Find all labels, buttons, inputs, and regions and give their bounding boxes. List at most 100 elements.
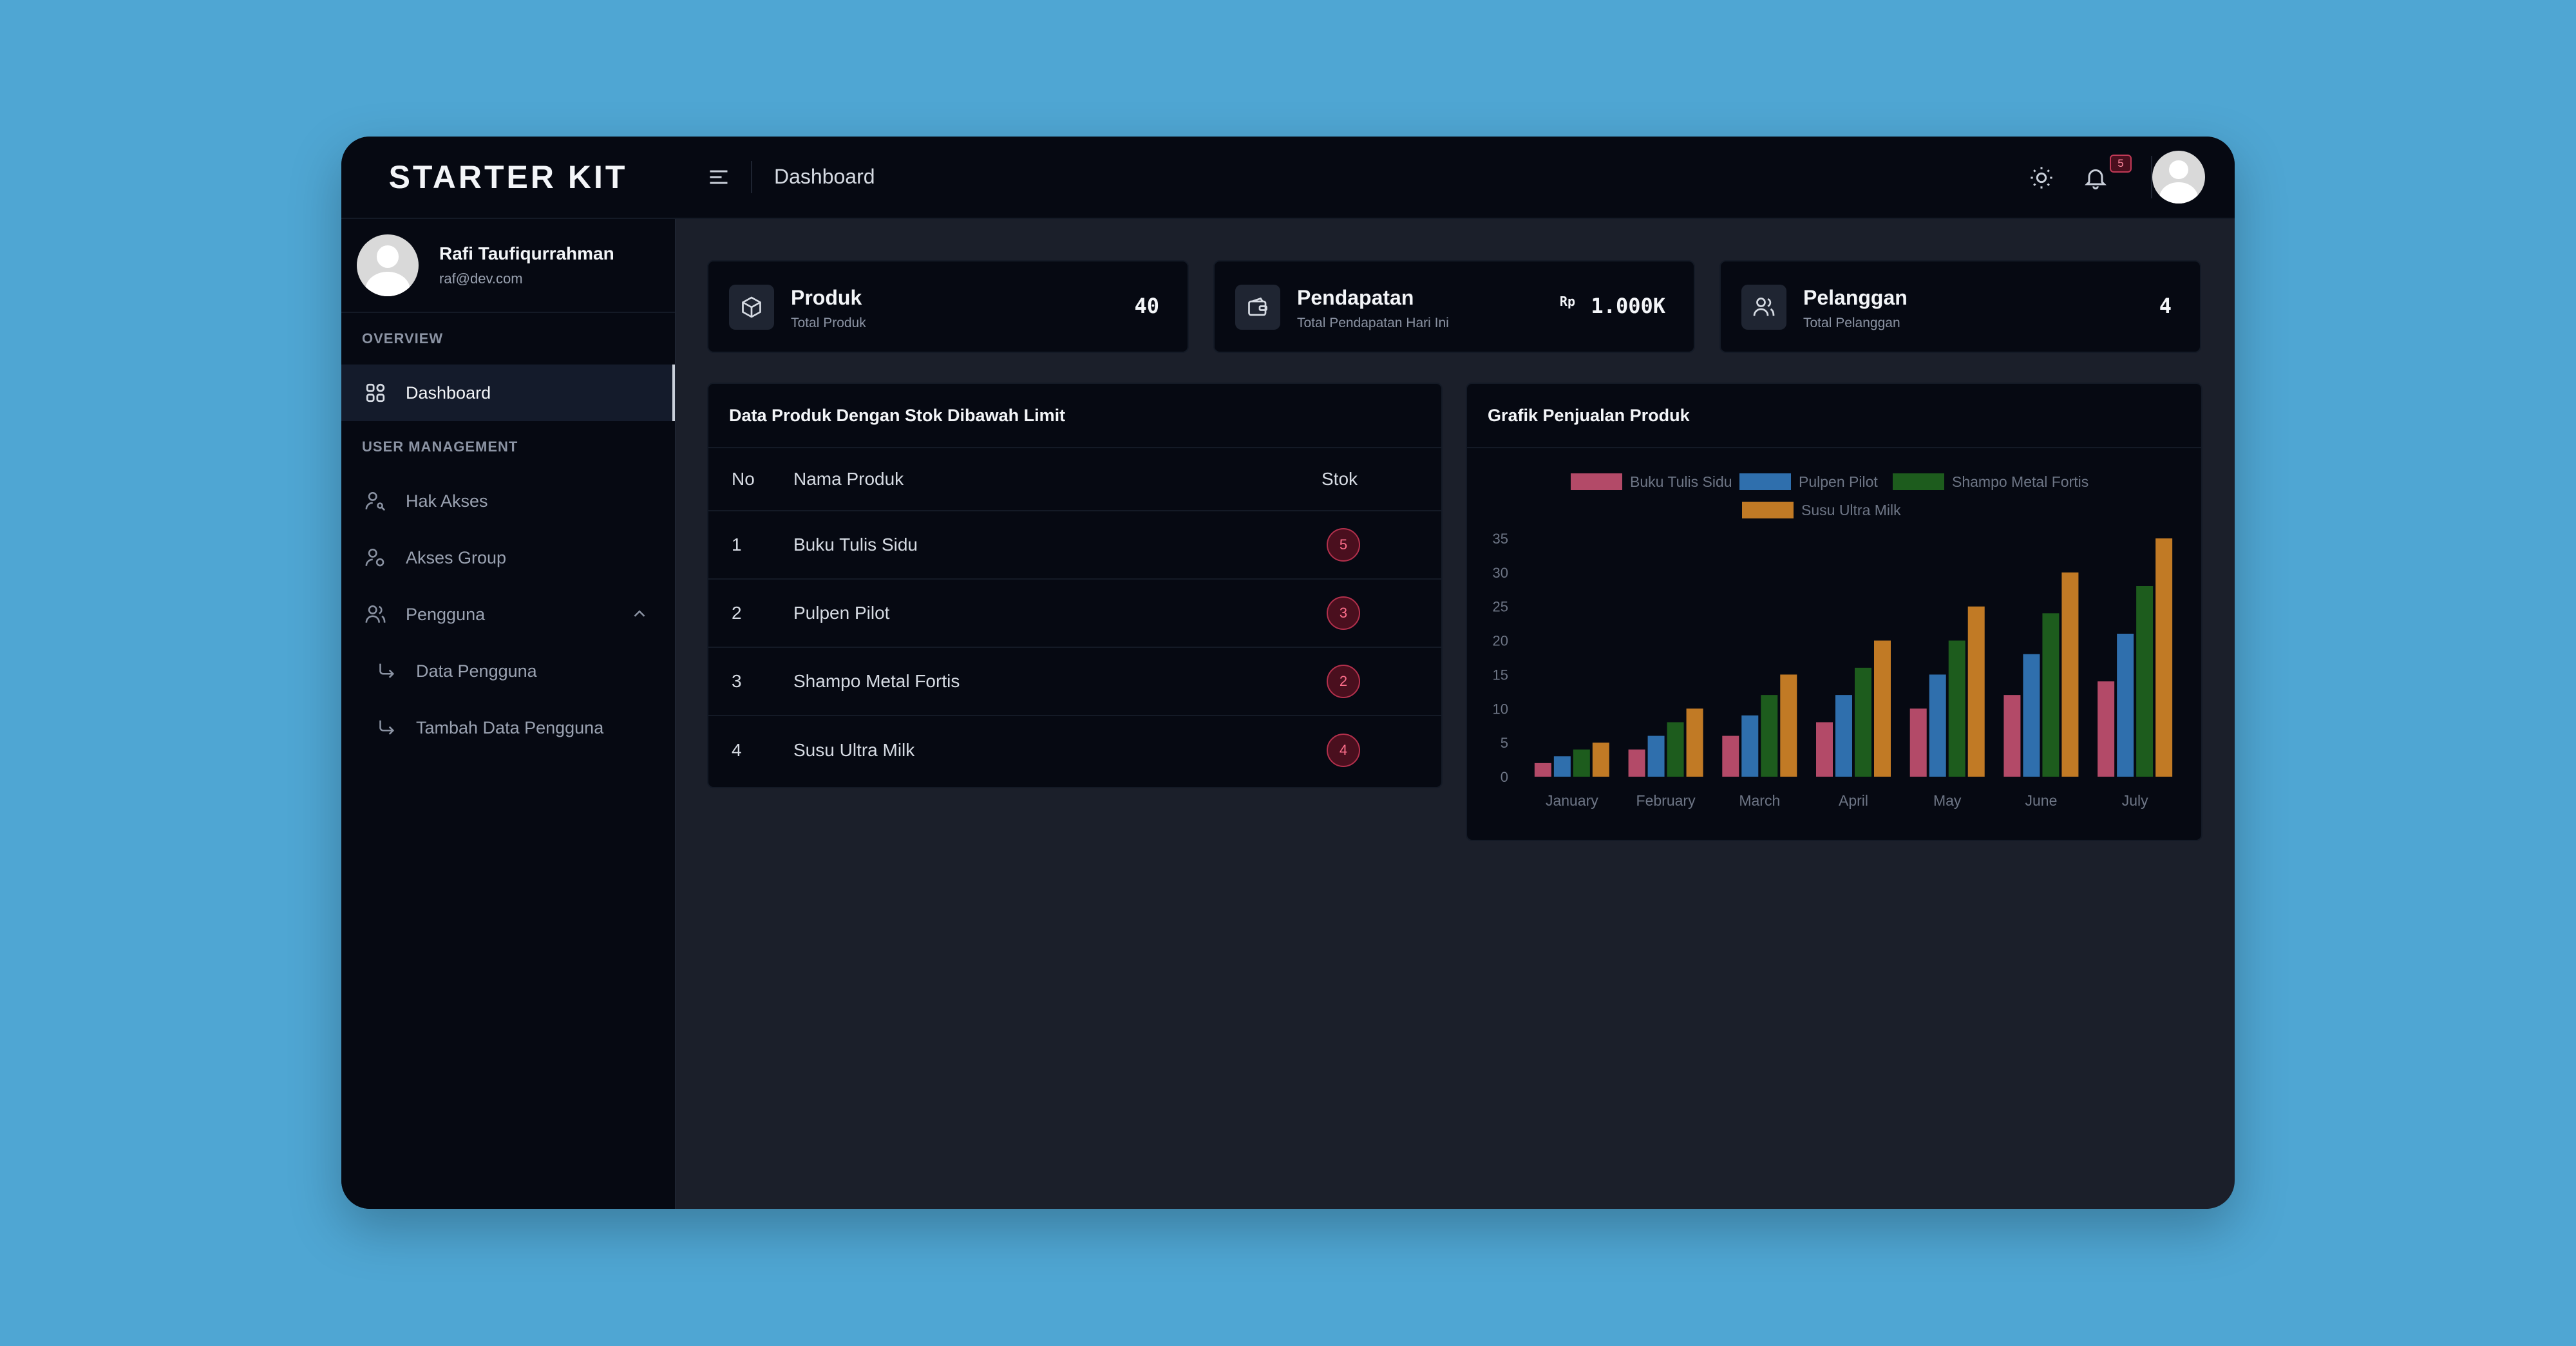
sidebar-item-pengguna[interactable]: Pengguna xyxy=(341,586,675,643)
bar xyxy=(1929,674,1946,777)
bar xyxy=(2003,695,2021,777)
currency-prefix: Rp xyxy=(1559,294,1575,309)
user-name: Rafi Taufiqurrahman xyxy=(439,243,614,263)
legend-label: Susu Ultra Milk xyxy=(1801,502,1901,518)
corner-arrow-icon xyxy=(375,717,397,739)
user-email: raf@dev.com xyxy=(439,270,523,287)
x-tick-label: January xyxy=(1546,792,1598,809)
y-tick-label: 5 xyxy=(1501,735,1508,751)
users-icon xyxy=(1741,285,1786,330)
bar xyxy=(1534,763,1551,777)
cell-name: Buku Tulis Sidu xyxy=(793,535,918,555)
bar xyxy=(1874,640,1891,777)
bell-icon[interactable] xyxy=(2083,165,2108,191)
x-tick-label: May xyxy=(1933,792,1962,809)
menu-icon[interactable] xyxy=(707,166,730,189)
bar xyxy=(1573,749,1590,777)
bar xyxy=(1967,606,1985,777)
bar xyxy=(1628,749,1645,777)
chevron-up-icon[interactable] xyxy=(630,604,649,623)
legend-swatch xyxy=(1742,502,1794,518)
stat-value: 40 xyxy=(1134,294,1159,318)
bar xyxy=(2155,538,2173,777)
y-tick-label: 15 xyxy=(1493,667,1508,683)
legend-swatch xyxy=(1893,473,1944,490)
sidebar-item-akses-group[interactable]: Akses Group xyxy=(341,529,675,586)
stat-title: Produk xyxy=(791,286,862,309)
stat-card-pelanggan: Pelanggan Total Pelanggan 4 xyxy=(1719,260,2201,353)
sidebar-item-label: Pengguna xyxy=(406,604,486,624)
bar xyxy=(1780,674,1797,777)
stat-subtitle: Total Pelanggan xyxy=(1803,316,1900,330)
sidebar-item-tambah-pengguna[interactable]: Tambah Data Pengguna xyxy=(341,699,675,756)
y-tick-label: 35 xyxy=(1493,531,1508,547)
avatar xyxy=(357,234,419,296)
bar xyxy=(2042,613,2060,777)
bar xyxy=(1686,708,1703,777)
legend-label: Pulpen Pilot xyxy=(1799,473,1878,490)
sidebar-item-label: Dashboard xyxy=(406,383,491,403)
x-tick-label: June xyxy=(2025,792,2057,809)
stat-title: Pendapatan xyxy=(1297,286,1414,309)
sidebar-item-label: Hak Akses xyxy=(406,491,488,511)
bar xyxy=(2098,681,2115,777)
box-icon xyxy=(729,285,774,330)
bar xyxy=(2117,634,2134,777)
bar xyxy=(1948,640,1965,777)
stat-card-produk: Produk Total Produk 40 xyxy=(707,260,1189,353)
bar xyxy=(1835,695,1852,777)
sidebar-item-label: Tambah Data Pengguna xyxy=(416,717,604,737)
bar xyxy=(1741,715,1759,777)
panel-title: Data Produk Dengan Stok Dibawah Limit xyxy=(708,384,1441,448)
x-tick-label: February xyxy=(1636,792,1696,809)
stock-badge: 4 xyxy=(1327,734,1360,767)
sidebar: STARTER KIT Rafi Taufiqurrahman raf@dev.… xyxy=(341,137,676,1209)
sidebar-item-data-pengguna[interactable]: Data Pengguna xyxy=(341,643,675,699)
page-title: Dashboard xyxy=(774,165,875,188)
stock-badge: 2 xyxy=(1327,665,1360,698)
bar xyxy=(1667,722,1684,777)
stat-subtitle: Total Pendapatan Hari Ini xyxy=(1297,316,1449,330)
bar xyxy=(2023,654,2040,777)
y-tick-label: 30 xyxy=(1493,565,1508,581)
bar xyxy=(1816,722,1833,777)
profile-avatar-button[interactable] xyxy=(2152,151,2205,204)
stat-value: 4 xyxy=(2159,294,2172,318)
bar xyxy=(1553,756,1571,777)
grid-icon xyxy=(365,382,386,404)
panel-title: Grafik Penjualan Produk xyxy=(1467,384,2201,448)
table-row: 1 Buku Tulis Sidu 5 xyxy=(708,511,1441,580)
main-content: Produk Total Produk 40 Pendapatan Total … xyxy=(675,218,2235,1209)
legend-label: Buku Tulis Sidu xyxy=(1630,473,1732,490)
bar xyxy=(1722,735,1739,777)
user-profile[interactable]: Rafi Taufiqurrahman raf@dev.com xyxy=(341,219,675,313)
y-tick-label: 10 xyxy=(1493,701,1508,717)
stat-card-pendapatan: Pendapatan Total Pendapatan Hari Ini Rp … xyxy=(1213,260,1695,353)
column-header-no: No xyxy=(732,469,755,489)
users-icon xyxy=(365,603,386,625)
bar xyxy=(1909,708,1927,777)
legend-swatch xyxy=(1571,473,1622,490)
user-group-icon xyxy=(365,547,386,569)
cell-name: Shampo Metal Fortis xyxy=(793,671,960,691)
section-user-management: USER MANAGEMENT xyxy=(362,439,518,455)
brand-logo[interactable]: STARTER KIT xyxy=(341,137,675,219)
column-header-stok: Stok xyxy=(1321,469,1358,489)
cell-name: Pulpen Pilot xyxy=(793,603,890,623)
divider xyxy=(2151,156,2152,198)
sidebar-item-dashboard[interactable]: Dashboard xyxy=(341,365,675,421)
bar xyxy=(2136,586,2154,777)
cell-no: 1 xyxy=(732,535,742,555)
sidebar-item-label: Akses Group xyxy=(406,547,507,567)
x-tick-label: March xyxy=(1739,792,1780,809)
sidebar-item-hak-akses[interactable]: Hak Akses xyxy=(341,473,675,529)
bar xyxy=(2061,572,2079,777)
notification-badge: 5 xyxy=(2110,155,2132,173)
table-row: 3 Shampo Metal Fortis 2 xyxy=(708,648,1441,716)
corner-arrow-icon xyxy=(375,660,397,682)
x-tick-label: April xyxy=(1839,792,1868,809)
table-row: 2 Pulpen Pilot 3 xyxy=(708,580,1441,648)
app-window: STARTER KIT Rafi Taufiqurrahman raf@dev.… xyxy=(341,137,2235,1209)
divider xyxy=(751,161,752,193)
sun-icon[interactable] xyxy=(2029,165,2054,191)
